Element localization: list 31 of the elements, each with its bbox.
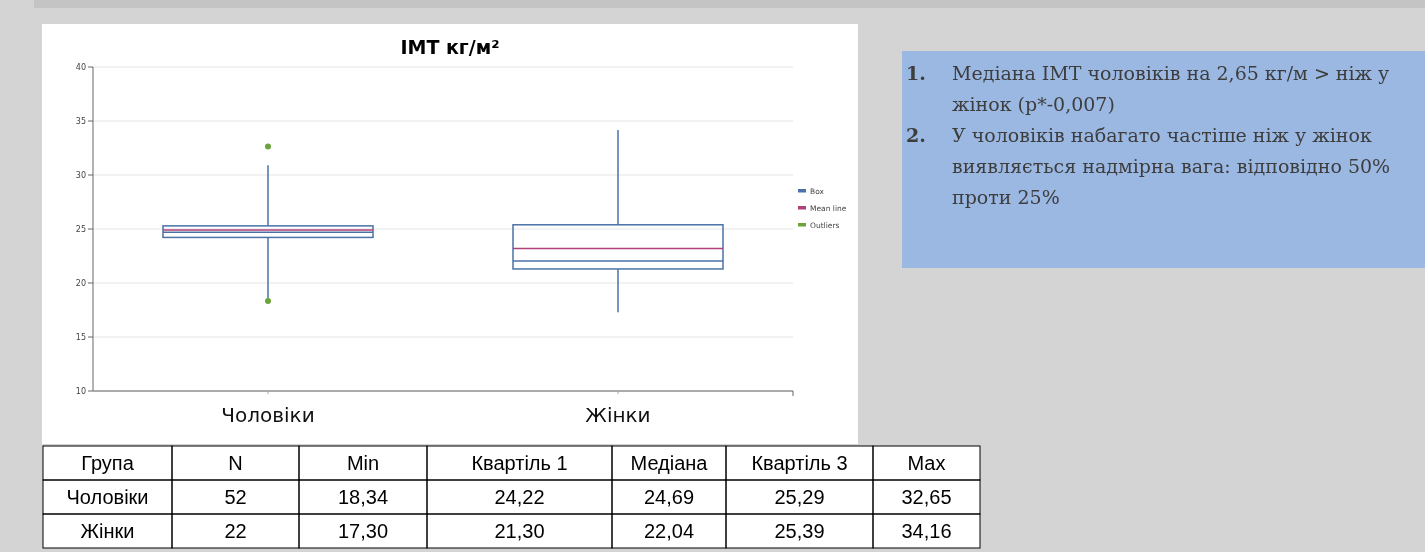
text: Медіана: [630, 452, 709, 475]
y-tick-label: 40: [75, 62, 86, 72]
text: 24,22: [494, 486, 545, 509]
text: Квартіль 3: [751, 452, 848, 475]
text: 24,69: [643, 486, 695, 509]
text: 25,29: [774, 486, 825, 509]
text: 17,30: [337, 520, 389, 543]
text: 52: [224, 486, 247, 509]
y-tick-label: 30: [75, 170, 86, 180]
text: 22: [224, 520, 247, 543]
y-tick-label: 20: [75, 278, 86, 288]
text: 1. Медіана ІМТ чоловіків на 2,65 кг/м > ніж у жінок (p*-0,007): [906, 62, 1390, 115]
y-tick-label: 10: [75, 386, 86, 396]
text: 32,65: [901, 486, 952, 509]
chart-title: ІМТ кг/м²: [400, 36, 500, 58]
text: 21,30: [494, 520, 545, 543]
text: 25,39: [774, 520, 825, 543]
text: Квартіль 1: [471, 452, 568, 475]
text: Max: [907, 452, 946, 475]
text: 34,16: [901, 520, 952, 543]
text: Жінки: [80, 520, 135, 543]
text: 18,34: [337, 486, 389, 509]
y-tick-label: 25: [75, 224, 86, 234]
text: 2. У чоловіків набагато частіше ніж у жінок виявляється надмірна вага: відповідно 50% проти 25%: [906, 124, 1391, 208]
text: 22,04: [643, 520, 695, 543]
text: Min: [346, 452, 380, 475]
text: Група: [81, 452, 135, 475]
text: Чоловіки: [66, 486, 149, 509]
text: N: [228, 452, 243, 475]
y-tick-label: 15: [75, 332, 86, 342]
y-tick-label: 35: [75, 116, 86, 126]
